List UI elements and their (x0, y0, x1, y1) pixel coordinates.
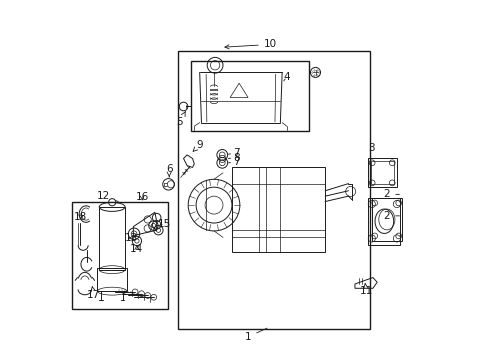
Text: 11: 11 (359, 283, 372, 296)
Text: 5: 5 (176, 111, 185, 127)
Text: 8: 8 (228, 153, 240, 163)
Text: 16: 16 (135, 192, 149, 202)
Bar (190, 60, 308, 131)
Text: 10: 10 (224, 40, 276, 49)
Bar (367, 158, 396, 187)
Bar (371, 198, 402, 241)
Bar (367, 198, 400, 244)
Text: 6: 6 (165, 164, 172, 177)
Text: 9: 9 (193, 140, 203, 152)
Text: 2: 2 (383, 211, 399, 221)
Bar (72, 202, 168, 309)
Text: 3: 3 (368, 143, 374, 158)
Text: 1: 1 (244, 328, 266, 342)
Text: 7: 7 (228, 148, 240, 158)
Text: 18: 18 (74, 212, 87, 221)
Text: 2: 2 (383, 189, 399, 199)
Text: 7: 7 (228, 157, 240, 167)
Text: 14: 14 (130, 244, 143, 254)
Bar (97, 268, 126, 291)
Text: 4: 4 (283, 72, 289, 82)
Text: 13: 13 (124, 233, 138, 243)
Text: 17: 17 (87, 287, 101, 301)
Bar (370, 161, 393, 184)
Bar (99, 207, 125, 270)
Bar (178, 51, 369, 329)
Text: 12: 12 (97, 191, 118, 202)
Text: 15: 15 (158, 219, 171, 229)
Bar (231, 167, 325, 252)
